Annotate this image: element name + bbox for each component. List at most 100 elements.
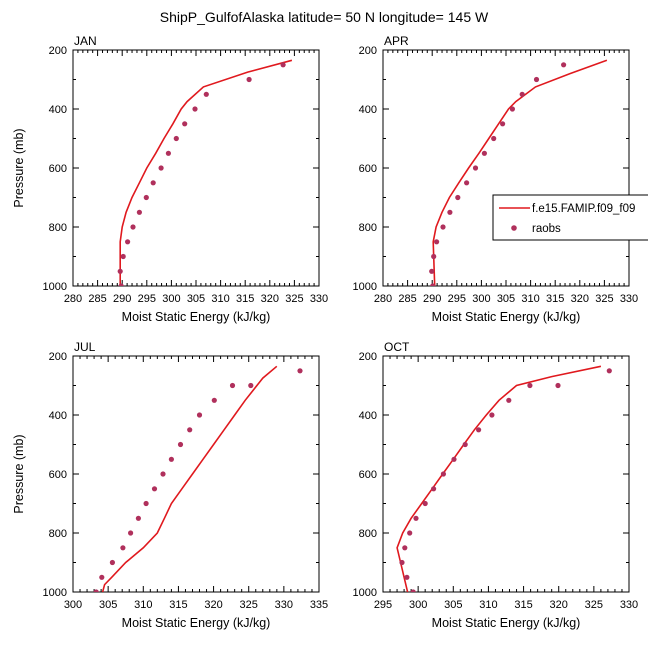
data-point-raobs [447, 209, 453, 215]
x-tick-label: 295 [448, 293, 466, 305]
data-point-raobs [422, 500, 428, 507]
plot-frame [382, 49, 630, 287]
data-point-raobs [248, 382, 254, 389]
plot-frame [382, 355, 630, 593]
data-point-raobs [99, 574, 105, 580]
x-tick-label: 285 [398, 293, 416, 305]
data-point-raobs [434, 239, 440, 245]
x-tick-label: 300 [472, 293, 490, 305]
x-tick-label: 295 [374, 599, 392, 611]
data-point-raobs [606, 368, 612, 374]
panel-label: JUL [74, 340, 96, 354]
y-tick-label: 600 [359, 469, 377, 481]
data-point-raobs [455, 194, 461, 201]
data-point-raobs [211, 397, 217, 403]
series-line-model [396, 365, 602, 592]
y-tick-label: 1000 [43, 281, 67, 293]
data-point-raobs [481, 150, 487, 156]
x-tick-label: 310 [211, 293, 229, 305]
data-point-raobs [125, 239, 131, 245]
series-line-model [119, 59, 293, 286]
x-tick-label: 310 [521, 293, 539, 305]
x-tick-label: 305 [497, 293, 515, 305]
x-tick-label: 290 [423, 293, 441, 305]
y-tick-label: 400 [359, 104, 377, 116]
panel-label: JAN [74, 34, 97, 48]
data-point-raobs [196, 412, 203, 418]
data-point-raobs [150, 180, 156, 186]
data-point-raobs [143, 500, 149, 507]
x-tick-label: 330 [620, 599, 638, 611]
y-tick-label: 800 [359, 222, 377, 234]
data-point-raobs [431, 253, 437, 260]
x-tick-label: 315 [546, 293, 564, 305]
x-tick-label: 325 [240, 599, 258, 611]
x-tick-label: 280 [374, 293, 392, 305]
x-tick-label: 330 [310, 293, 328, 305]
x-tick-label: 290 [113, 293, 131, 305]
x-tick-label: 295 [138, 293, 156, 305]
data-point-raobs [451, 456, 457, 462]
x-tick-label: 320 [261, 293, 279, 305]
data-point-raobs [165, 150, 171, 156]
x-tick-label: 310 [134, 599, 152, 611]
x-tick-label: 325 [285, 293, 303, 305]
data-point-raobs [440, 224, 446, 230]
data-point-raobs [203, 91, 209, 97]
data-point-raobs [509, 106, 515, 112]
panel-jan: JAN 280 285 290 295 300 305 310 315 320 325 330 200 4… [12, 34, 328, 324]
x-tick-label: 315 [514, 599, 532, 611]
y-tick-label: 400 [49, 104, 67, 116]
y-tick-label: 200 [49, 45, 67, 57]
data-point-raobs [476, 427, 482, 433]
data-point-raobs [399, 559, 405, 566]
y-tick-label: 1000 [353, 281, 377, 293]
legend: f.e15.FAMIP.f09_f09 raobs [492, 194, 648, 241]
data-point-raobs [464, 180, 470, 186]
data-point-raobs [555, 382, 561, 389]
data-point-raobs [173, 135, 179, 142]
x-axis-label: Moist Static Energy (kJ/kg) [122, 616, 271, 630]
data-point-raobs [168, 456, 174, 462]
data-point-raobs [120, 253, 126, 260]
panel-jul: JUL 300 305 310 315 320 325 330 335 200 400 600 800 1… [12, 340, 328, 630]
x-tick-label: 325 [585, 599, 603, 611]
data-point-raobs [527, 382, 533, 389]
x-tick-label: 320 [571, 293, 589, 305]
plot-frame [72, 355, 320, 593]
data-point-raobs [177, 441, 184, 448]
x-tick-label: 300 [64, 599, 82, 611]
x-axis-label: Moist Static Energy (kJ/kg) [122, 310, 271, 324]
y-tick-label: 200 [359, 45, 377, 57]
data-point-raobs [407, 530, 413, 536]
data-point-raobs [430, 283, 436, 286]
data-point-raobs [160, 471, 166, 477]
y-tick-label: 1000 [353, 587, 377, 599]
data-point-raobs [135, 515, 141, 521]
data-point-raobs [402, 545, 408, 551]
data-point-raobs [187, 427, 193, 433]
y-tick-label: 600 [359, 163, 377, 175]
y-tick-label: 1000 [43, 587, 67, 599]
y-axis-label: Pressure (mb) [12, 128, 26, 207]
x-tick-label: 285 [88, 293, 106, 305]
data-point-raobs [158, 165, 164, 171]
x-tick-label: 320 [204, 599, 222, 611]
data-point-raobs [246, 76, 252, 83]
legend-model-label: f.e15.FAMIP.f09_f09 [532, 203, 635, 215]
data-point-raobs [491, 135, 497, 142]
panel-data [93, 365, 303, 592]
data-point-raobs [192, 106, 198, 112]
data-point-raobs [128, 530, 134, 536]
data-point-raobs [500, 121, 506, 127]
x-tick-label: 320 [550, 599, 568, 611]
x-tick-label: 300 [409, 599, 427, 611]
x-tick-label: 305 [99, 599, 117, 611]
panel-label: APR [384, 34, 409, 48]
data-point-raobs [413, 515, 419, 521]
panel-data [396, 365, 612, 592]
data-point-raobs [118, 283, 124, 286]
y-tick-label: 600 [49, 469, 67, 481]
x-tick-label: 315 [236, 293, 254, 305]
